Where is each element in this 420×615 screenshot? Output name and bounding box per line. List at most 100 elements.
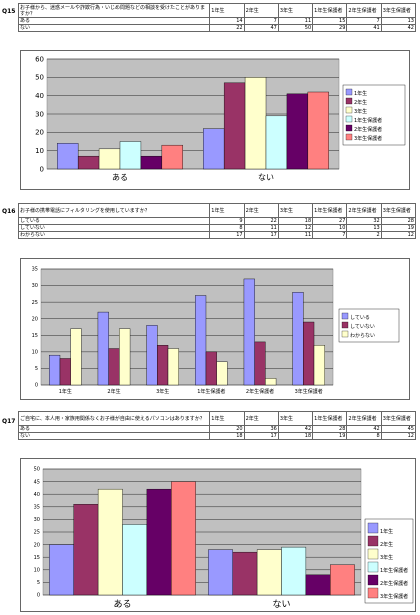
legend-swatch	[345, 133, 353, 141]
table-cell: 11	[243, 224, 279, 232]
table-cell: 13	[380, 17, 417, 25]
table-cell: 14	[209, 17, 245, 25]
q17-bar-chart: 0 5 10 15 20 25 30 35 40 45 50 ある ない 1年生 2年生 3年生 1年生保護者 2…	[34, 467, 414, 610]
legend-label: 2年生	[380, 541, 393, 548]
y-tick-label: 10	[35, 147, 44, 155]
y-tick-label: 50	[34, 467, 40, 473]
legend-swatch	[341, 312, 349, 320]
column-header: 2年生保護者	[346, 3, 382, 18]
legend-label: 2年生	[354, 99, 367, 106]
bar	[232, 551, 258, 596]
table-row: していない 8 11 12 10 13 19	[17, 224, 417, 232]
table-cell: 50	[277, 24, 314, 32]
table-cell: 32	[346, 217, 382, 225]
table-cell: 29	[312, 24, 348, 32]
column-header: 1年生保護者	[312, 203, 348, 218]
x-category-label: ある	[113, 599, 131, 610]
y-tick-label: 60	[35, 55, 44, 63]
table-cell: 45	[380, 425, 417, 433]
column-header: 2年生保護者	[346, 411, 382, 426]
bar	[265, 115, 288, 170]
legend-swatch	[345, 124, 353, 132]
q17-label: Q17	[2, 418, 16, 425]
x-category-label: 1年生保護者	[197, 388, 225, 395]
y-tick-label: 25	[32, 300, 38, 306]
table-cell: 12	[277, 224, 314, 232]
legend-swatch	[367, 561, 379, 573]
bar	[203, 128, 225, 170]
table-cell: 2	[346, 231, 382, 239]
column-header: 1年生	[209, 203, 245, 218]
x-category-label: 3年生	[156, 388, 169, 395]
table-cell: 8	[346, 432, 382, 440]
table-cell: 15	[312, 17, 348, 25]
x-category-label: ない	[272, 599, 290, 610]
row-label: わからない	[17, 231, 211, 239]
table-cell: 8	[209, 224, 245, 232]
q16-label: Q16	[2, 208, 16, 215]
table-header-row: お子様から、迷惑メールや詐欺行為・いじめ問題などの相談を受けたことがありますか？…	[17, 3, 417, 18]
y-tick-label: 30	[35, 110, 44, 118]
legend-label: わからない	[350, 332, 375, 339]
legend-swatch	[345, 88, 353, 96]
table-cell: 11	[277, 17, 314, 25]
y-tick-label: 0	[37, 593, 40, 599]
column-header: 2年生保護者	[346, 203, 382, 218]
table-header-row: ご自宅に、本人用・家族用関係なくお子様が自由に使えるパソコンはありますか？ 1年…	[17, 411, 417, 426]
y-tick-label: 20	[34, 542, 40, 548]
table-cell: 7	[243, 17, 279, 25]
table-row: している 9 22 18 27 32 28	[17, 217, 417, 225]
table-cell: 41	[346, 24, 382, 32]
table-header-row: お子様の携帯電話にフィルタリングを使用していますか？ 1年生 2年生 3年生 1…	[17, 203, 417, 218]
bar	[208, 549, 233, 596]
column-header: 2年生	[243, 411, 279, 426]
q16-bar-chart: 0 5 10 15 20 25 30 35 1年生 2年生 3年生 1年生保護者 2年生保護者 3年生保護…	[32, 267, 400, 395]
table-cell: 7	[312, 231, 348, 239]
table-row: ある 14 7 11 15 7 13	[17, 17, 417, 25]
table-cell: 12	[380, 231, 417, 239]
bar	[146, 488, 172, 596]
row-label: ある	[17, 17, 211, 25]
row-label: ある	[17, 425, 211, 433]
legend-swatch	[345, 97, 353, 105]
bar	[70, 328, 82, 386]
x-category-label: 2年生	[107, 388, 120, 395]
table-cell: 28	[312, 425, 348, 433]
y-tick-label: 30	[32, 283, 38, 289]
legend-swatch	[367, 548, 379, 560]
bar	[77, 155, 100, 170]
bar	[161, 144, 183, 170]
y-tick-label: 15	[34, 555, 40, 561]
bar	[119, 141, 142, 170]
legend-label: 3年生保護者	[354, 135, 382, 142]
y-tick-label: 35	[32, 267, 38, 273]
table-cell: 47	[243, 24, 279, 32]
table-cell: 22	[243, 217, 279, 225]
bar	[286, 93, 309, 170]
bar	[97, 311, 109, 386]
y-tick-label: 10	[32, 350, 38, 356]
table-cell: 11	[277, 231, 314, 239]
x-category-label: ない	[258, 173, 274, 182]
table-row: わからない 17 17 11 7 2 12	[17, 231, 417, 239]
bar	[49, 354, 61, 386]
bar	[305, 574, 331, 596]
table-cell: 18	[277, 432, 314, 440]
y-tick-label: 5	[37, 580, 40, 586]
table-row: ない 18 17 18 19 8 12	[17, 432, 417, 440]
bar	[195, 295, 207, 386]
bar	[223, 82, 246, 170]
bar	[256, 549, 282, 596]
column-header: 3年生保護者	[380, 203, 417, 218]
legend-swatch	[341, 321, 349, 329]
q15-chart: 0 10 20 30 40 50 60 ある ない 1年生 2年生 3年生 1年生保護者 2年生保護者 3年…	[20, 50, 410, 190]
table-cell: 17	[209, 231, 245, 239]
legend-swatch	[345, 115, 353, 123]
bar	[73, 504, 99, 596]
legend-label: 2年生保護者	[354, 126, 382, 133]
table-cell: 18	[277, 217, 314, 225]
bar	[205, 351, 217, 386]
q16-table: お子様の携帯電話にフィルタリングを使用していますか？ 1年生 2年生 3年生 1…	[17, 203, 417, 239]
question-text: お子様の携帯電話にフィルタリングを使用していますか？	[17, 203, 211, 218]
y-tick-label: 25	[34, 530, 40, 536]
